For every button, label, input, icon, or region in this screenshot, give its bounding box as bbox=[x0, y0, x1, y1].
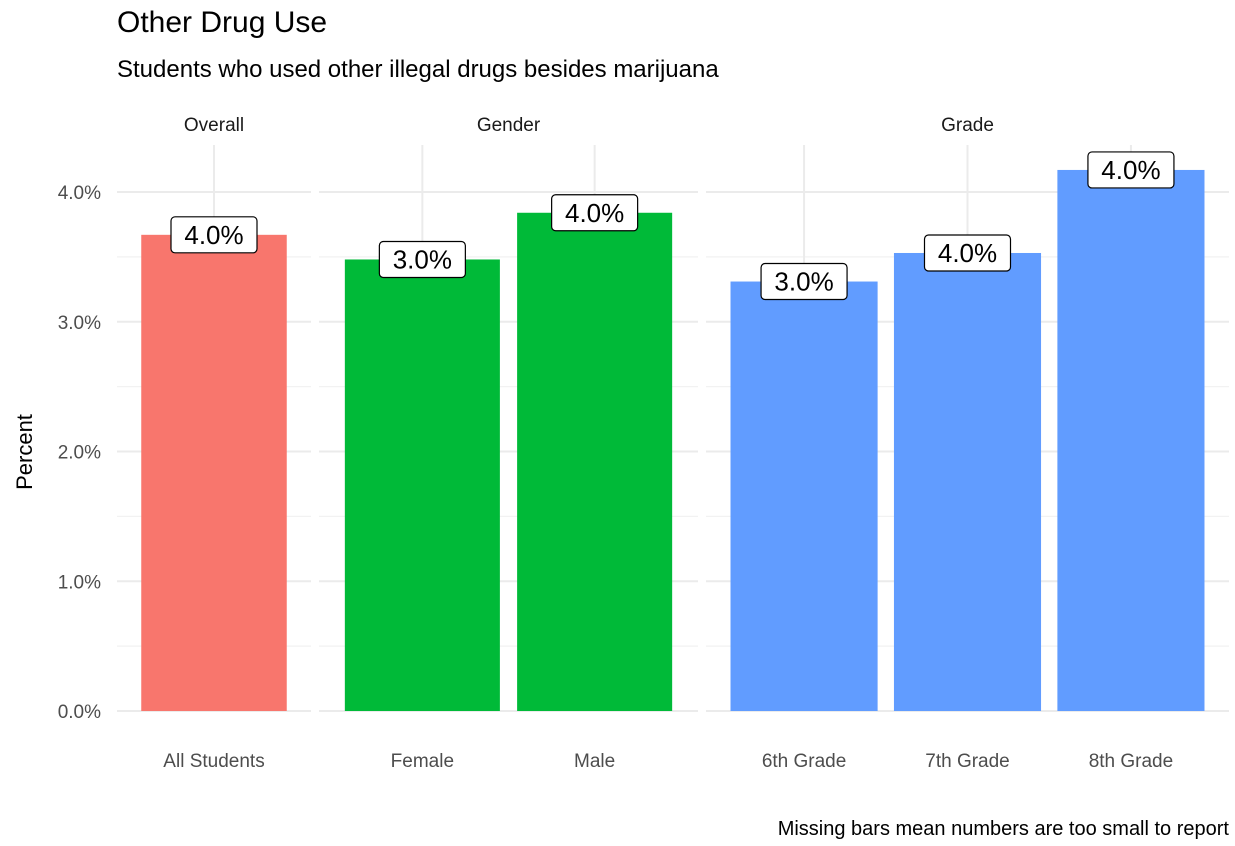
facet-strip-label: Grade bbox=[941, 115, 994, 136]
data-label: 3.0% bbox=[761, 264, 847, 300]
facet-panel-gender: Gender 3.0% 4.0% Female Male bbox=[319, 115, 698, 772]
x-tick-label: All Students bbox=[163, 751, 264, 772]
bar bbox=[731, 282, 878, 711]
data-label-text: 4.0% bbox=[1101, 155, 1160, 185]
data-label: 4.0% bbox=[552, 195, 638, 231]
bar bbox=[345, 259, 500, 711]
data-label-text: 4.0% bbox=[565, 198, 624, 228]
data-label-text: 3.0% bbox=[774, 267, 833, 297]
y-tick-label: 3.0% bbox=[58, 313, 101, 334]
facet-strip-label: Gender bbox=[477, 115, 541, 136]
x-tick-label: 7th Grade bbox=[925, 751, 1010, 772]
facet-panel-grade: Grade 3.0% 4.0% 4.0% 6th Grade 7th Grade 8th G… bbox=[706, 115, 1229, 772]
y-axis-label: Percent bbox=[12, 414, 37, 490]
facet-panel-overall: Overall 4.0% All Students bbox=[117, 115, 311, 772]
y-tick-label: 2.0% bbox=[58, 443, 101, 464]
data-label: 4.0% bbox=[171, 217, 257, 253]
chart-caption: Missing bars mean numbers are too small … bbox=[778, 818, 1229, 841]
x-tick-label: Male bbox=[574, 751, 615, 772]
data-label-text: 4.0% bbox=[938, 238, 997, 268]
x-tick-label: 8th Grade bbox=[1089, 751, 1174, 772]
x-tick-label: 6th Grade bbox=[762, 751, 847, 772]
y-tick-label: 1.0% bbox=[58, 572, 101, 593]
data-label: 3.0% bbox=[379, 241, 465, 277]
y-tick-label: 4.0% bbox=[58, 183, 101, 204]
facet-strip-label: Overall bbox=[184, 115, 244, 136]
y-tick-label: 0.0% bbox=[58, 702, 101, 723]
data-label-text: 4.0% bbox=[184, 220, 243, 250]
bar bbox=[517, 213, 672, 711]
data-label-text: 3.0% bbox=[393, 244, 452, 274]
x-tick-label: Female bbox=[391, 751, 454, 772]
data-label: 4.0% bbox=[925, 235, 1011, 271]
bar bbox=[1057, 170, 1204, 711]
data-label: 4.0% bbox=[1088, 152, 1174, 188]
bar bbox=[141, 235, 287, 711]
bar bbox=[894, 253, 1041, 711]
